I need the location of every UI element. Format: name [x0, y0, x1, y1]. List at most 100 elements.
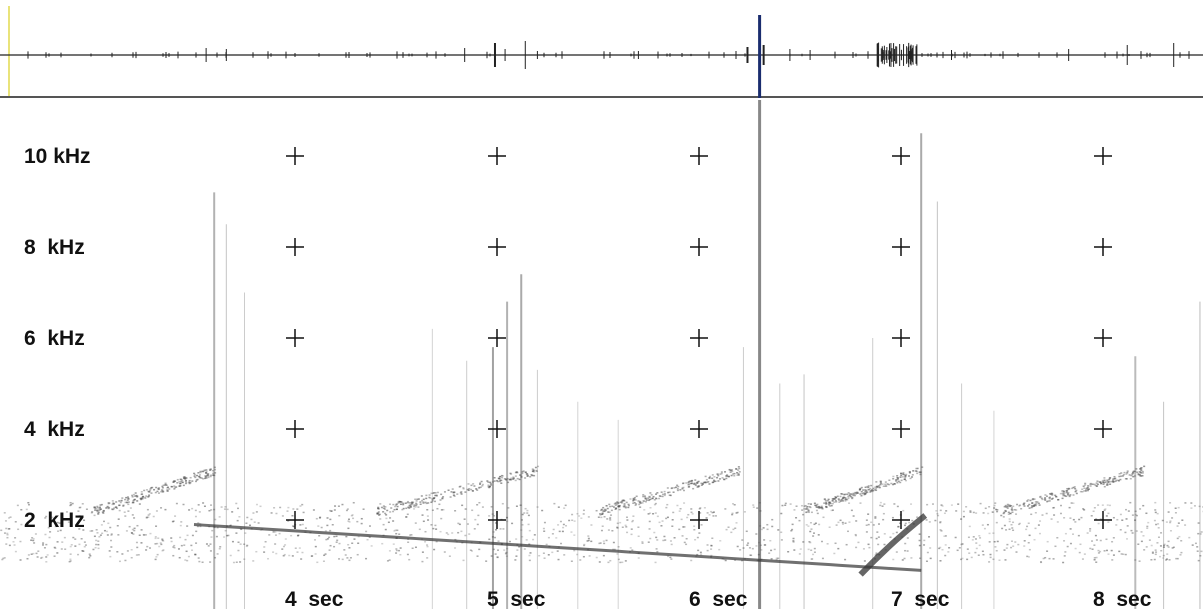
noise-speck	[1043, 558, 1045, 560]
noise-speck	[988, 506, 990, 508]
noise-speck	[1154, 559, 1156, 561]
noise-speck	[209, 561, 211, 563]
noise-speck	[617, 523, 619, 525]
harmonic-speck	[606, 505, 608, 507]
noise-speck	[813, 532, 815, 534]
noise-speck	[290, 535, 292, 537]
noise-speck	[739, 549, 741, 551]
harmonic-speck	[501, 477, 503, 479]
noise-speck	[315, 553, 317, 555]
frequency-tick-label: 2 kHz	[24, 509, 85, 532]
noise-speck	[74, 538, 76, 540]
harmonic-speck	[904, 476, 906, 478]
noise-speck	[700, 552, 702, 554]
harmonic-speck	[450, 491, 452, 493]
noise-speck	[978, 554, 980, 556]
harmonic-speck	[470, 489, 472, 491]
noise-speck	[516, 505, 518, 507]
harmonic-speck	[378, 508, 380, 510]
noise-speck	[1190, 502, 1192, 504]
time-tick-label: 8 sec	[1093, 588, 1152, 609]
noise-speck	[235, 503, 237, 505]
noise-speck	[923, 544, 925, 546]
harmonic-speck	[94, 509, 96, 511]
harmonic-speck	[402, 504, 404, 506]
noise-speck	[291, 515, 293, 517]
harmonic-speck	[615, 507, 617, 509]
noise-speck	[908, 522, 910, 524]
noise-speck	[281, 548, 283, 550]
noise-speck	[206, 543, 208, 545]
noise-speck	[609, 517, 611, 519]
noise-speck	[98, 536, 100, 538]
noise-speck	[338, 543, 340, 545]
harmonic-speck	[840, 500, 842, 502]
noise-speck	[491, 506, 493, 508]
frequency-tick-label: 8 kHz	[24, 236, 85, 259]
noise-speck	[467, 523, 469, 525]
noise-speck	[1074, 521, 1076, 523]
noise-speck	[174, 515, 176, 517]
harmonic-speck	[207, 477, 209, 479]
harmonic-speck	[135, 492, 137, 494]
noise-speck	[1017, 544, 1019, 546]
noise-speck	[884, 533, 886, 535]
noise-speck	[806, 524, 808, 526]
harmonic-speck	[527, 475, 529, 477]
noise-speck	[124, 515, 126, 517]
noise-speck	[468, 533, 470, 535]
noise-speck	[1143, 549, 1145, 551]
noise-speck	[565, 505, 567, 507]
harmonic-speck	[127, 498, 129, 500]
noise-speck	[672, 519, 674, 521]
noise-speck	[69, 559, 71, 561]
harmonic-speck	[709, 477, 711, 479]
noise-speck	[1159, 556, 1161, 558]
noise-speck	[697, 550, 699, 552]
noise-speck	[588, 516, 590, 518]
noise-speck	[388, 522, 390, 524]
harmonic-speck	[158, 492, 160, 494]
noise-speck	[553, 529, 555, 531]
noise-speck	[8, 528, 10, 530]
harmonic-speck	[902, 476, 904, 478]
harmonic-speck	[862, 493, 864, 495]
noise-speck	[648, 541, 650, 543]
noise-speck	[631, 534, 633, 536]
noise-speck	[333, 546, 335, 548]
noise-speck	[350, 557, 352, 559]
noise-speck	[106, 531, 108, 533]
noise-speck	[940, 510, 942, 512]
noise-speck	[173, 520, 175, 522]
noise-speck	[1163, 546, 1165, 548]
noise-speck	[109, 556, 111, 558]
harmonic-speck	[848, 492, 850, 494]
harmonic-speck	[921, 466, 923, 468]
noise-speck	[1053, 514, 1055, 516]
noise-speck	[1178, 507, 1180, 509]
noise-speck	[1079, 552, 1081, 554]
harmonic-speck	[864, 493, 866, 495]
noise-speck	[1089, 530, 1091, 532]
noise-speck	[521, 524, 523, 526]
noise-speck	[1078, 519, 1080, 521]
noise-speck	[117, 525, 119, 527]
harmonic-speck	[407, 507, 409, 509]
noise-speck	[684, 542, 686, 544]
noise-speck	[883, 503, 885, 505]
noise-speck	[214, 557, 216, 559]
noise-speck	[926, 504, 928, 506]
noise-speck	[692, 513, 694, 515]
noise-speck	[526, 510, 528, 512]
noise-speck	[126, 530, 128, 532]
noise-speck	[17, 529, 19, 531]
harmonic-speck	[149, 488, 151, 490]
noise-speck	[395, 533, 397, 535]
noise-speck	[299, 524, 301, 526]
noise-speck	[755, 533, 757, 535]
noise-speck	[1136, 530, 1138, 532]
noise-speck	[210, 504, 212, 506]
harmonic-speck	[1136, 471, 1138, 473]
noise-speck	[763, 527, 765, 529]
harmonic-speck	[448, 490, 450, 492]
